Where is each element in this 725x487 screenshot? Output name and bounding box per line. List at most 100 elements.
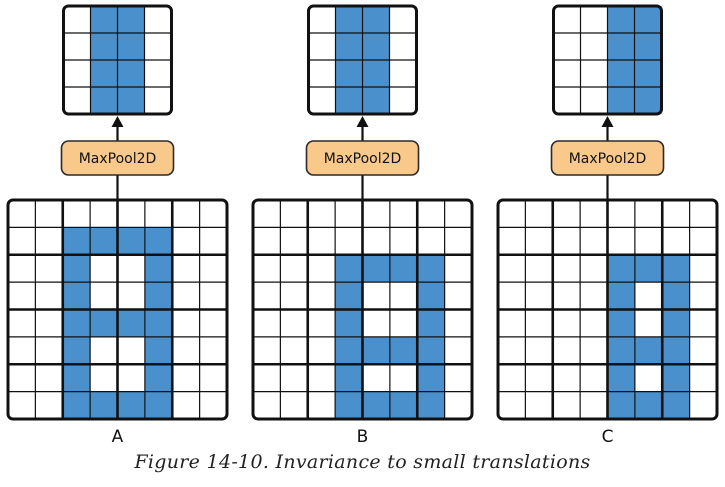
grid-cell-empty [8, 309, 36, 337]
grid-cell-empty [498, 364, 526, 392]
output-grid [62, 4, 173, 116]
grid-cell-filled [417, 336, 445, 365]
output-grid [552, 4, 663, 116]
panel-label: C [602, 427, 614, 447]
grid-cell-empty [280, 282, 308, 310]
grid-cell-empty [308, 6, 336, 33]
grid-cell-filled [362, 254, 390, 283]
grid-cell-empty [444, 254, 472, 283]
grid-cell-filled [662, 282, 690, 310]
arrow-up-icon [356, 116, 369, 127]
grid-cell-empty [525, 336, 553, 365]
grid-cell-empty [580, 87, 608, 114]
grid-cell-empty [689, 200, 717, 228]
grid-cell-filled [335, 60, 363, 87]
grid-cell-filled [389, 336, 418, 365]
grid-cell-empty [117, 282, 145, 310]
grid-cell-empty [117, 336, 145, 365]
grid-cell-empty [8, 227, 36, 255]
panel-a: MaxPool2D A [6, 4, 229, 447]
grid-cell-empty [253, 391, 281, 419]
grid-cell-empty [8, 336, 36, 365]
grid-cell-filled [62, 254, 91, 283]
grid-cell-empty [90, 254, 118, 283]
grid-cell-empty [362, 364, 390, 392]
grid-cell-empty [144, 6, 172, 33]
panel-b: MaxPool2D B [251, 4, 474, 447]
maxpool-box: MaxPool2D [60, 140, 175, 176]
grid-cell-empty [307, 254, 336, 283]
grid-cell-filled [417, 254, 445, 283]
grid-cell-empty [308, 33, 336, 60]
grid-cell-empty [63, 6, 91, 33]
grid-cell-empty [634, 227, 663, 255]
grid-cell-empty [689, 391, 717, 419]
grid-cell-empty [35, 282, 63, 310]
grid-cell-empty [280, 227, 308, 255]
grid-cell-filled [335, 309, 363, 337]
grid-cell-filled [62, 282, 91, 310]
grid-cell-filled [144, 282, 173, 310]
grid-cell-filled [117, 87, 145, 114]
figure-caption: Figure 14-10. Invariance to small transl… [134, 451, 591, 473]
grid-cell-empty [280, 364, 308, 392]
grid-cell-filled [634, 87, 662, 114]
grid-cell-filled [607, 336, 635, 365]
grid-cell-empty [417, 227, 445, 255]
grid-cell-empty [199, 200, 227, 228]
grid-cell-filled [335, 6, 363, 33]
grid-cell-empty [8, 254, 36, 283]
grid-cell-filled [607, 364, 635, 392]
grid-cell-empty [144, 87, 172, 114]
grid-cell-empty [607, 227, 635, 255]
grid-cell-empty [253, 254, 281, 283]
grid-cell-filled [417, 364, 445, 392]
grid-cell-empty [498, 227, 526, 255]
grid-cell-empty [389, 6, 417, 33]
grid-cell-filled [90, 309, 118, 337]
grid-cell-empty [172, 200, 200, 228]
grid-cell-empty [199, 254, 227, 283]
grid-cell-filled [362, 6, 390, 33]
grid-border [251, 198, 474, 421]
grid-cell-empty [253, 282, 281, 310]
grid-cell-filled [144, 336, 173, 365]
grid-cell-filled [144, 364, 173, 392]
grid-cell-empty [308, 60, 336, 87]
grid-cell-empty [280, 254, 308, 283]
grid-cell-filled [335, 336, 363, 365]
grid-cell-filled [634, 254, 663, 283]
grid-cell-filled [90, 60, 118, 87]
grid-cell-filled [662, 254, 690, 283]
grid-cell-filled [607, 6, 635, 33]
grid-cell-empty [307, 200, 336, 228]
grid-cell-empty [335, 200, 363, 228]
grid-cell-empty [580, 309, 608, 337]
maxpool-box: MaxPool2D [305, 140, 420, 176]
grid-cell-empty [389, 200, 418, 228]
grid-cell-empty [117, 254, 145, 283]
grid-cell-empty [389, 87, 417, 114]
grid-cell-empty [580, 33, 608, 60]
grid-cell-empty [253, 227, 281, 255]
maxpool-label: MaxPool2D [79, 151, 157, 167]
grid-cell-empty [172, 391, 200, 419]
arrow-up-icon [111, 116, 124, 127]
grid-cell-filled [662, 336, 690, 365]
grid-cell-empty [35, 309, 63, 337]
grid-cell-empty [444, 227, 472, 255]
grid-cell-empty [8, 200, 36, 228]
panels-layer: MaxPool2D A MaxPool2D B MaxPool2D C [6, 4, 719, 447]
grid-cell-filled [90, 6, 118, 33]
grid-cell-empty [307, 227, 336, 255]
grid-cell-empty [389, 227, 418, 255]
panel-label: A [112, 427, 124, 447]
grid-cell-filled [117, 391, 145, 419]
input-grid [496, 198, 719, 421]
grid-cell-empty [580, 336, 608, 365]
grid-cell-filled [662, 364, 690, 392]
grid-cell-filled [607, 254, 635, 283]
grid-cell-empty [253, 200, 281, 228]
grid-cell-empty [253, 309, 281, 337]
grid-cell-empty [552, 391, 581, 419]
